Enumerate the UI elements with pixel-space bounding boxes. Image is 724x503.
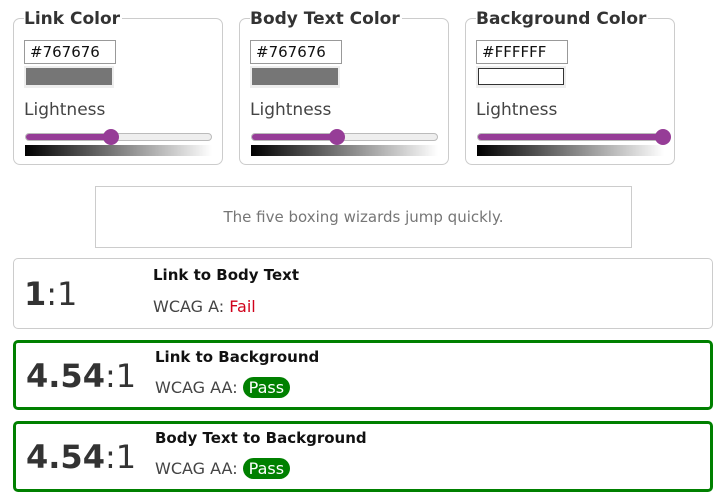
background-color-hex-input[interactable]: [476, 40, 568, 64]
contrast-ratio: 4.54:1: [26, 438, 137, 476]
wcag-level: WCAG AA: Pass: [155, 377, 291, 398]
link-color-fieldset: Link Color Lightness: [13, 9, 223, 165]
lightness-label: Lightness: [250, 100, 332, 120]
legend: Background Color: [476, 9, 649, 29]
lightness-label: Lightness: [24, 100, 106, 120]
result-link-to-body: 1:1 Link to Body Text WCAG A: Fail: [13, 258, 713, 329]
lightness-gradient: [477, 145, 664, 156]
lightness-slider[interactable]: [477, 129, 671, 145]
slider-thumb[interactable]: [329, 129, 346, 145]
result-title: Link to Background: [155, 348, 320, 366]
background-color-fieldset: Background Color Lightness: [465, 9, 675, 165]
wcag-level: WCAG AA: Pass: [155, 458, 291, 479]
lightness-label: Lightness: [476, 100, 558, 120]
slider-thumb[interactable]: [103, 129, 120, 145]
color-swatch: [476, 66, 566, 88]
status-badge: Pass: [242, 377, 291, 398]
link-color-hex-input[interactable]: [24, 40, 116, 64]
legend: Body Text Color: [250, 9, 402, 29]
result-body-to-background: 4.54:1 Body Text to Background WCAG AA: …: [13, 421, 713, 492]
lightness-gradient: [251, 145, 438, 156]
color-swatch: [24, 66, 114, 88]
contrast-ratio: 1:1: [24, 275, 78, 313]
lightness-slider[interactable]: [25, 129, 212, 145]
wcag-level: WCAG A: Fail: [153, 297, 256, 316]
contrast-ratio: 4.54:1: [26, 357, 137, 395]
body-text-color-hex-input[interactable]: [250, 40, 342, 64]
slider-thumb[interactable]: [655, 129, 671, 145]
body-text-color-fieldset: Body Text Color Lightness: [239, 9, 449, 165]
result-title: Link to Body Text: [153, 266, 300, 284]
legend: Link Color: [24, 9, 123, 29]
color-swatch: [250, 66, 340, 88]
sample-text-preview: The five boxing wizards jump quickly.: [95, 186, 632, 248]
lightness-slider[interactable]: [251, 129, 438, 145]
result-link-to-background: 4.54:1 Link to Background WCAG AA: Pass: [13, 340, 713, 410]
result-title: Body Text to Background: [155, 429, 367, 447]
lightness-gradient: [25, 145, 212, 156]
status-badge: Fail: [229, 297, 256, 316]
status-badge: Pass: [242, 458, 291, 479]
